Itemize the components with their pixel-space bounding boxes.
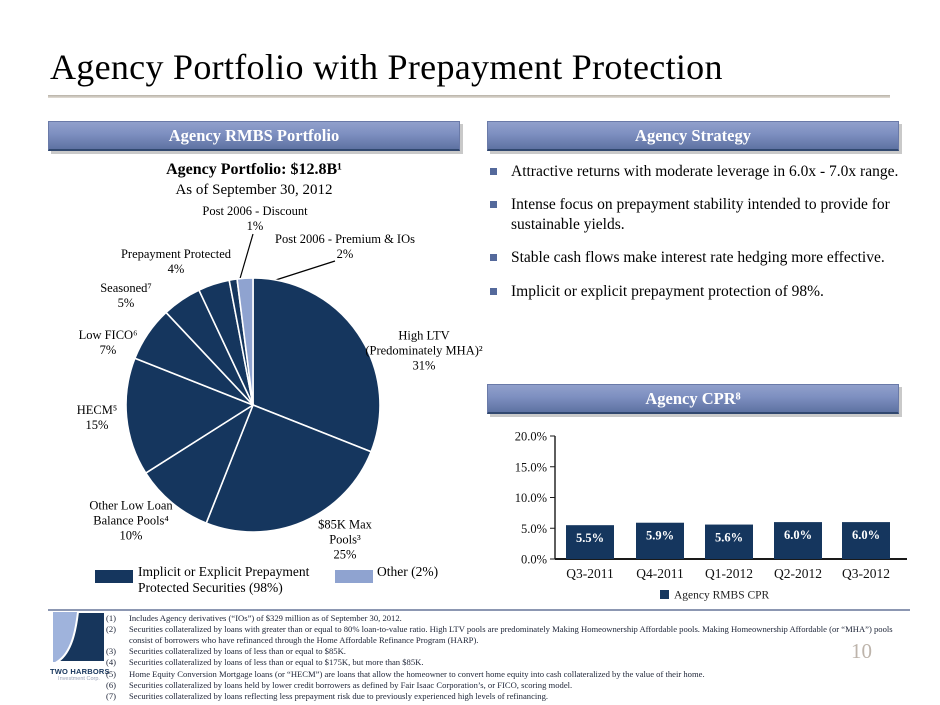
cpr-xtick-label: Q1-2012 <box>705 566 753 581</box>
footnote-text: Represents the three month average CPR, … <box>129 703 904 705</box>
cpr-ytick-label: 5.0% <box>521 522 547 536</box>
footnote-number: (5) <box>106 668 117 679</box>
strategy-bullet-4: Implicit or explicit prepayment protecti… <box>490 282 916 302</box>
strategy-bullet-1-text: Attractive returns with moderate leverag… <box>511 163 899 180</box>
strategy-bullet-3: Stable cash flows make interest rate hed… <box>490 248 916 268</box>
footnote-text: Securities collateralized by loans refle… <box>129 691 549 702</box>
strategy-bullet-2: Intense focus on prepayment stability in… <box>490 195 916 235</box>
pie-callout-other-low-loan: Other Low Loan Balance Pools⁴ 10% <box>89 498 173 543</box>
footnote-text: Securities collateralized by loans of le… <box>129 657 424 668</box>
cpr-bar <box>842 522 890 559</box>
cpr-ytick-label: 10.0% <box>515 491 547 505</box>
cpr-bar <box>566 525 614 559</box>
cpr-ytick-label: 15.0% <box>515 460 547 474</box>
footnote-number: (1) <box>106 613 117 623</box>
cpr-bar <box>636 522 684 559</box>
pie-callout-post2006-premium-ios: Post 2006 - Premium & IOs 2% <box>275 232 415 261</box>
cpr-bar-value-label: 6.0% <box>784 528 812 542</box>
two-harbors-logo-icon <box>53 611 106 663</box>
footnote-row: (8) Represents the three month average C… <box>106 703 904 705</box>
bullet-square-icon <box>490 254 497 262</box>
footnote-row: (4) Securities collateralized by loans o… <box>106 657 904 667</box>
footnote-text: Securities collateralized by loans of le… <box>129 645 346 656</box>
pie-callout-85k-max-pools: $85K Max Pools³ 25% <box>318 517 372 562</box>
cpr-xtick-label: Q2-2012 <box>774 566 822 581</box>
pie-slice <box>144 404 254 524</box>
page-title: Agency Portfolio with Prepayment Protect… <box>50 47 723 87</box>
footnote-number: (4) <box>106 657 117 668</box>
footnote-row: (3) Securities collateralized by loans o… <box>106 646 904 656</box>
strategy-bullet-3-text: Stable cash flows make interest rate hed… <box>511 249 885 267</box>
pie-svg <box>125 233 381 533</box>
pie-callout-prepayment-protected: Prepayment Protected 4% <box>120 247 232 276</box>
strategy-bullet-1: Attractive returns with moderate leverag… <box>490 162 916 182</box>
footnote-row: (1) Includes Agency derivatives (“IOs”) … <box>106 613 904 623</box>
cpr-bar-value-label: 5.5% <box>576 531 604 545</box>
pie-slice <box>236 277 254 406</box>
cpr-svg: 0.0% 5.0% 10.0% 15.0% 20.0% 5.5% Q3-2011 5.9% Q4… <box>515 430 907 602</box>
portfolio-pie-chart: High LTV (Predominately MHA)² 31% $85K M… <box>50 200 490 564</box>
footnote-row: (2) Securities collateralized by loans w… <box>106 624 904 645</box>
pie-callout-hecm: HECM⁵ 15% <box>76 403 118 432</box>
section-header-agency-cpr: Agency CPR⁸ <box>487 384 899 414</box>
footnote-number: (3) <box>106 645 117 656</box>
pie-slice <box>252 277 381 453</box>
footnote-text: Securities collateralized by loans held … <box>129 679 573 690</box>
pie-callout-low-fico: Low FICO⁶ 7% <box>78 328 138 357</box>
footer-divider <box>48 609 910 611</box>
logo-company-subtitle: Investment Corp. <box>58 676 100 682</box>
cpr-xtick-label: Q4-2011 <box>636 566 684 581</box>
bullet-square-icon <box>490 168 497 175</box>
cpr-legend-swatch <box>660 590 669 599</box>
cpr-bar <box>705 524 753 559</box>
footnote-text: Includes Agency derivatives (“IOs”) of $… <box>129 613 402 623</box>
cpr-ytick-label: 0.0% <box>521 553 547 567</box>
cpr-ytick-label: 20.0% <box>515 430 547 444</box>
legend-label-other: Other (2%) <box>377 564 439 579</box>
pie-slice <box>205 404 372 533</box>
title-divider <box>48 95 890 98</box>
strategy-bullet-4-text: Implicit or explicit prepayment protecti… <box>511 282 824 300</box>
pie-callout-post2006-discount: Post 2006 - Discount 1% <box>202 204 308 233</box>
pie-chart-subtitle: As of September 30, 2012 <box>175 182 333 198</box>
strategy-bullet-list: Attractive returns with moderate leverag… <box>490 162 916 315</box>
leader-line-post2006-discount <box>238 233 254 283</box>
footnote-text: Securities collateralized by loans with … <box>129 624 893 645</box>
cpr-xtick-label: Q3-2012 <box>842 566 890 581</box>
footnote-number: (8) <box>106 703 129 705</box>
section-header-agency-rmbs-portfolio: Agency RMBS Portfolio <box>48 121 460 151</box>
legend-label-protected: Implicit or Explicit Prepayment Protecte… <box>138 564 310 595</box>
footnote-number: (6) <box>106 679 117 690</box>
cpr-bar-chart: 0.0% 5.0% 10.0% 15.0% 20.0% 5.5% Q3-2011 5.9% Q4… <box>495 424 915 610</box>
pie-slice <box>125 357 254 474</box>
section-header-agency-strategy: Agency Strategy <box>487 121 899 151</box>
pie-legend: Implicit or Explicit Prepayment Protecte… <box>50 564 490 606</box>
pie-chart-title: Agency Portfolio: $12.8B¹ <box>166 161 342 178</box>
cpr-legend-label: Agency RMBS CPR <box>674 590 770 602</box>
cpr-bar-value-label: 6.0% <box>852 528 880 542</box>
cpr-bar <box>774 522 822 559</box>
pie-callout-high-ltv: High LTV (Predominately MHA)² 31% <box>365 328 483 373</box>
footnotes-list: (1) Includes Agency derivatives (“IOs”) … <box>106 613 904 705</box>
footnote-number: (7) <box>106 691 117 702</box>
legend-swatch-protected <box>95 570 133 583</box>
page-number: 10 <box>851 639 872 663</box>
cpr-bar-value-label: 5.6% <box>715 531 743 545</box>
cpr-bar-value-label: 5.9% <box>646 529 674 543</box>
footnote-number: (2) <box>106 624 117 635</box>
strategy-bullet-2-text: Intense focus on prepayment stability in… <box>511 196 890 234</box>
footnote-row: (6) Securities collateralized by loans h… <box>106 680 904 690</box>
bullet-square-icon <box>490 287 497 295</box>
logo-company-name: TWO HARBORS <box>50 667 110 676</box>
footnote-row: (5) Home Equity Conversion Mortgage loan… <box>106 669 904 679</box>
footnote-text: Home Equity Conversion Mortgage loans (o… <box>129 668 705 679</box>
legend-swatch-other <box>335 570 373 583</box>
bullet-square-icon <box>490 201 497 209</box>
cpr-xtick-label: Q3-2011 <box>566 566 614 581</box>
company-logo: TWO HARBORS Investment Corp. <box>50 611 110 682</box>
footnote-row: (7) Securities collateralized by loans r… <box>106 691 904 701</box>
pie-callout-seasoned: Seasoned⁷ 5% <box>100 281 152 310</box>
